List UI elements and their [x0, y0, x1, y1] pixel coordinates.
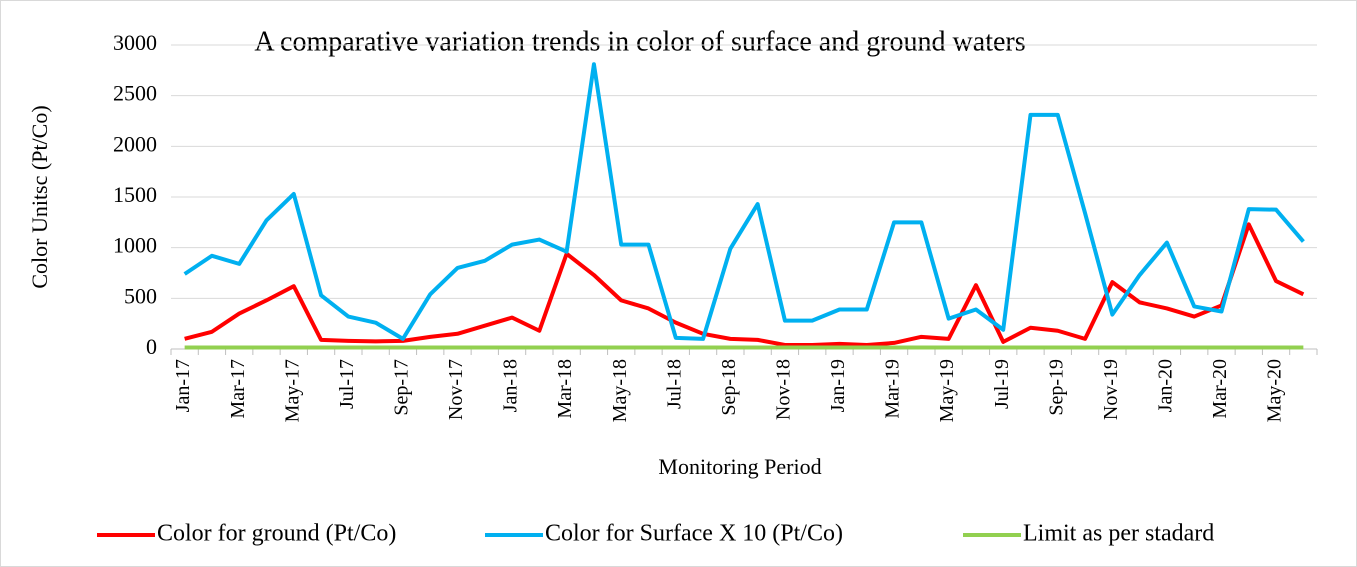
- y-tick-label: 2500: [113, 81, 157, 106]
- series-line: [184, 222, 1305, 347]
- y-tick-label: 500: [124, 283, 157, 308]
- x-tick-label: Nov-18: [773, 359, 795, 420]
- y-tick-label: 1500: [113, 182, 157, 207]
- x-tick-label: Jan-19: [827, 359, 849, 412]
- x-tick-label: Jan-20: [1155, 359, 1177, 412]
- x-tick-label: Jan-18: [500, 359, 522, 412]
- x-tick-label: May-18: [609, 359, 631, 422]
- x-tick-label: Jul-17: [336, 359, 358, 409]
- x-tick-label: Nov-17: [445, 359, 467, 420]
- y-tick-label: 1000: [113, 233, 157, 258]
- y-tick-label: 0: [146, 334, 157, 359]
- x-tick-label: Jan-17: [172, 359, 194, 412]
- y-tick-label: 3000: [113, 30, 157, 55]
- x-tick-label: Sep-18: [718, 359, 740, 416]
- legend-label: Limit as per stadard: [1023, 521, 1214, 547]
- x-tick-label: Mar-17: [227, 359, 249, 419]
- y-tick-label: 2000: [113, 131, 157, 156]
- x-tick-label: Mar-19: [882, 359, 904, 419]
- x-tick-label: Jul-18: [663, 359, 685, 409]
- legend-label: Color for ground (Pt/Co): [157, 521, 396, 547]
- x-tick-label: May-19: [936, 359, 958, 422]
- x-tick-label: Sep-19: [1045, 359, 1067, 416]
- x-tick-label: Mar-20: [1209, 359, 1231, 419]
- series-line: [183, 62, 1305, 341]
- x-tick-label: Sep-17: [391, 359, 413, 416]
- x-tick-label: May-20: [1264, 359, 1286, 422]
- x-tick-label: May-17: [281, 359, 303, 422]
- x-tick-label: Jul-19: [991, 359, 1013, 409]
- x-tick-label: Nov-19: [1100, 359, 1122, 420]
- x-axis-title: Monitoring Period: [658, 454, 821, 479]
- y-axis-title: Color Unitsc (Pt/Co): [27, 105, 52, 288]
- x-tick-label: Mar-18: [554, 359, 576, 419]
- chart-title: A comparative variation trends in color …: [254, 26, 1025, 57]
- legend-label: Color for Surface X 10 (Pt/Co): [545, 521, 843, 547]
